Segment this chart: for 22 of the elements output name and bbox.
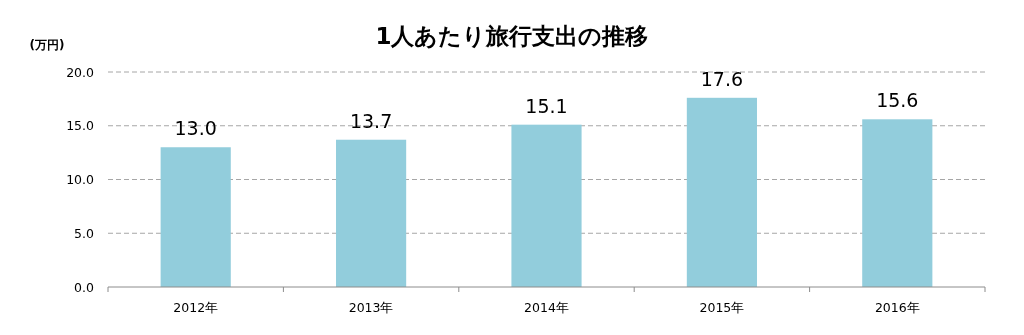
data-label: 17.6 bbox=[700, 67, 744, 90]
y-tick-label: 15.0 bbox=[66, 118, 95, 134]
chart-title: 1人あたり旅行支出の推移 bbox=[375, 23, 649, 49]
bar bbox=[862, 119, 933, 287]
data-label: 15.1 bbox=[525, 94, 568, 117]
x-tick-label: 2016年 bbox=[874, 300, 920, 315]
x-tick-label: 2014年 bbox=[524, 300, 569, 315]
x-tick-label: 2012年 bbox=[173, 300, 219, 315]
y-axis-title: (万円) bbox=[29, 38, 65, 52]
data-label: 13.0 bbox=[174, 117, 217, 140]
data-label: 15.6 bbox=[876, 89, 919, 112]
bar bbox=[160, 147, 231, 287]
bar bbox=[336, 139, 407, 287]
bar bbox=[686, 97, 757, 287]
y-tick-label: 0.0 bbox=[74, 279, 95, 295]
y-tick-label: 20.0 bbox=[66, 64, 95, 80]
x-tick-label: 2013年 bbox=[348, 300, 394, 315]
x-tick-label: 2015年 bbox=[699, 300, 745, 315]
y-tick-label: 10.0 bbox=[66, 172, 95, 187]
y-tick-label: 5.0 bbox=[74, 225, 95, 241]
bar bbox=[511, 124, 582, 287]
data-label: 13.7 bbox=[349, 109, 393, 132]
